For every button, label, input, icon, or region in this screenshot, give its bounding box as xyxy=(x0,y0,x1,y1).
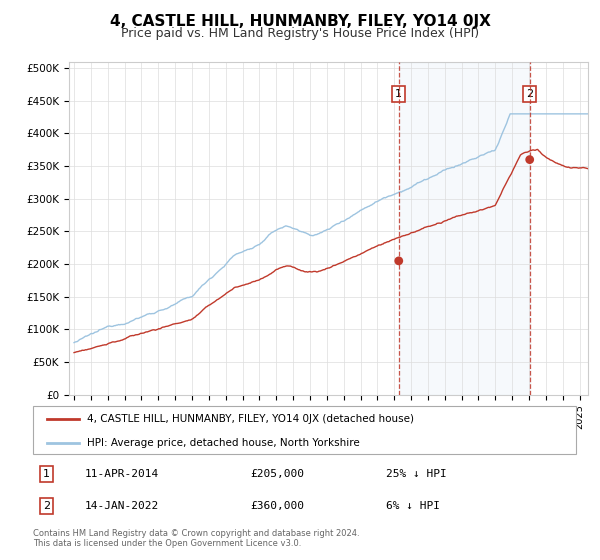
Text: 6% ↓ HPI: 6% ↓ HPI xyxy=(386,501,440,511)
Text: Contains HM Land Registry data © Crown copyright and database right 2024.: Contains HM Land Registry data © Crown c… xyxy=(33,529,359,538)
Text: 11-APR-2014: 11-APR-2014 xyxy=(85,469,159,479)
Text: £205,000: £205,000 xyxy=(250,469,304,479)
Text: 25% ↓ HPI: 25% ↓ HPI xyxy=(386,469,446,479)
Text: Price paid vs. HM Land Registry's House Price Index (HPI): Price paid vs. HM Land Registry's House … xyxy=(121,27,479,40)
Text: £360,000: £360,000 xyxy=(250,501,304,511)
Text: 2: 2 xyxy=(526,89,533,99)
Point xyxy=(394,256,404,265)
Text: 1: 1 xyxy=(395,89,402,99)
Text: 1: 1 xyxy=(43,469,50,479)
Text: This data is licensed under the Open Government Licence v3.0.: This data is licensed under the Open Gov… xyxy=(33,539,301,548)
Text: 2: 2 xyxy=(43,501,50,511)
Text: 4, CASTLE HILL, HUNMANBY, FILEY, YO14 0JX (detached house): 4, CASTLE HILL, HUNMANBY, FILEY, YO14 0J… xyxy=(88,414,415,424)
Bar xyxy=(399,62,530,395)
Text: HPI: Average price, detached house, North Yorkshire: HPI: Average price, detached house, Nort… xyxy=(88,438,360,447)
Text: 4, CASTLE HILL, HUNMANBY, FILEY, YO14 0JX: 4, CASTLE HILL, HUNMANBY, FILEY, YO14 0J… xyxy=(110,14,490,29)
Text: 14-JAN-2022: 14-JAN-2022 xyxy=(85,501,159,511)
FancyBboxPatch shape xyxy=(33,406,576,454)
Point xyxy=(525,155,535,164)
